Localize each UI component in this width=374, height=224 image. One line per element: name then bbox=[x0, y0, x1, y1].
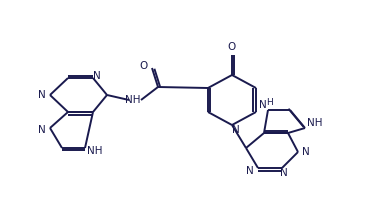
Text: O: O bbox=[228, 42, 236, 52]
Text: N: N bbox=[232, 125, 240, 135]
Text: NH: NH bbox=[87, 146, 103, 156]
Text: NH: NH bbox=[307, 118, 323, 128]
Text: N: N bbox=[246, 166, 254, 176]
Text: O: O bbox=[140, 61, 148, 71]
Text: N: N bbox=[38, 125, 46, 135]
Text: H: H bbox=[267, 97, 273, 106]
Text: NH: NH bbox=[125, 95, 141, 105]
Text: N: N bbox=[93, 71, 101, 81]
Text: N: N bbox=[302, 147, 310, 157]
Text: N: N bbox=[259, 100, 267, 110]
Text: N: N bbox=[280, 168, 288, 178]
Text: N: N bbox=[38, 90, 46, 100]
